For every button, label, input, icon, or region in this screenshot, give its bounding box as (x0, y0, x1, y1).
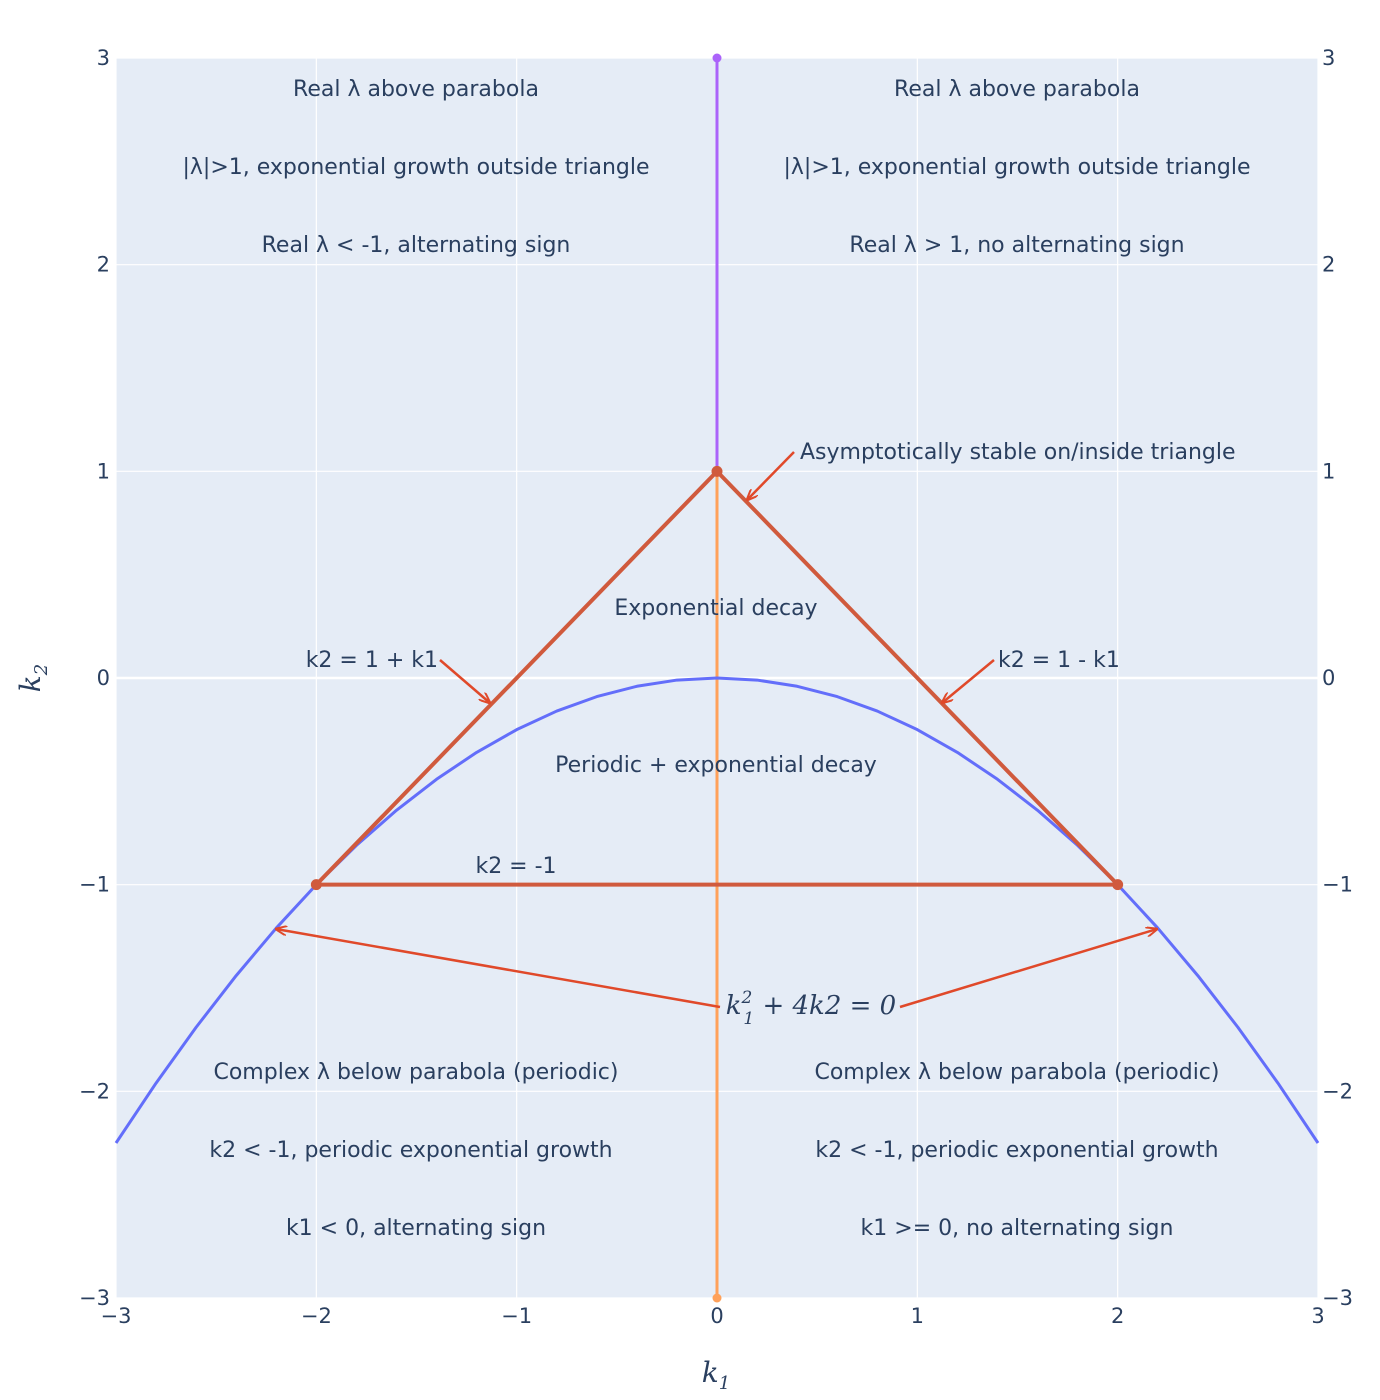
y-tick-label-right: −1 (1322, 873, 1353, 897)
annotation-left-line: k2 = 1 + k1 (306, 648, 438, 673)
annotation-bottom-right-1: Complex λ below parabola (periodic) (814, 1060, 1219, 1085)
y-tick-label: −3 (79, 1286, 110, 1310)
annotation-bottom-left-1: Complex λ below parabola (periodic) (213, 1060, 618, 1085)
triangle-vertex-marker (711, 465, 723, 477)
x-tick-label: 0 (710, 1304, 723, 1328)
y-tick-label: 2 (97, 253, 110, 277)
x-tick-label: −2 (301, 1304, 332, 1328)
x-tick-label: −3 (101, 1304, 132, 1328)
arrow-right-line (942, 659, 995, 703)
annotation-bottom-left-2: k2 < -1, periodic exponential growth (209, 1138, 612, 1163)
y-tick-label: 1 (97, 459, 110, 483)
annotation-top-right-1: Real λ above parabola (894, 77, 1140, 102)
arrow-left-line (439, 659, 490, 703)
y-tick-label: −1 (79, 873, 110, 897)
eq-sub: 1 (743, 1009, 754, 1029)
annotation-bottom-right-3: k1 >= 0, no alternating sign (861, 1216, 1174, 1241)
annotation-bottom-line: k2 = -1 (475, 854, 556, 879)
annotation-top-right-2: |λ|>1, exponential growth outside triang… (783, 155, 1250, 180)
y-axis-title: k2 (14, 664, 52, 692)
annotation-right-line: k2 = 1 - k1 (998, 648, 1120, 673)
lower-line-end-marker (712, 1293, 722, 1303)
series-layer (114, 53, 1320, 1303)
x-tick-label: 1 (911, 1304, 924, 1328)
arrow-parabola-left (276, 929, 721, 1009)
eq-k: k (726, 991, 742, 1021)
annotation-bottom-left-3: k1 < 0, alternating sign (286, 1216, 546, 1241)
arrow-stable (747, 451, 795, 500)
eq-rest: + 4k2 = 0 (754, 991, 896, 1021)
x-tick-label: 3 (1311, 1304, 1324, 1328)
y-tick-label-right: −3 (1322, 1286, 1353, 1310)
y-tick-label-right: 0 (1322, 666, 1335, 690)
triangle-vertex-marker (1112, 879, 1124, 891)
annotation-top-right-3: Real λ > 1, no alternating sign (849, 233, 1184, 258)
y-axis-title-sub: 2 (31, 664, 52, 676)
annotations: Real λ above parabola |λ|>1, exponential… (182, 77, 1250, 1241)
x-tick-label: −1 (501, 1304, 532, 1328)
series-triangle (314, 469, 1120, 887)
x-axis-title-sub: 1 (719, 1373, 730, 1394)
annotation-stable: Asymptotically stable on/inside triangle (800, 440, 1236, 465)
x-tick-label: 2 (1111, 1304, 1124, 1328)
y-tick-label-right: 3 (1322, 46, 1335, 70)
x-axis-title: k1 (702, 1356, 730, 1394)
annotation-bottom-right-2: k2 < -1, periodic exponential growth (815, 1138, 1218, 1163)
upper-line-end-marker (712, 53, 722, 63)
y-tick-label: −2 (79, 1079, 110, 1103)
y-tick-label: 0 (97, 666, 110, 690)
arrow-layer (276, 451, 1157, 1009)
annotation-exponential-decay: Exponential decay (614, 596, 817, 621)
annotation-parabola-equation: k2 1 + 4k2 = 0 (726, 988, 896, 1029)
y-axis-title-base: k (14, 675, 47, 692)
triangle-vertex-marker (310, 879, 322, 891)
annotation-top-left-1: Real λ above parabola (293, 77, 539, 102)
y-tick-label-right: 1 (1322, 459, 1335, 483)
annotation-top-left-3: Real λ < -1, alternating sign (262, 233, 571, 258)
annotation-periodic-decay: Periodic + exponential decay (555, 753, 877, 778)
y-tick-label: 3 (97, 46, 110, 70)
arrow-parabola-right (899, 929, 1157, 1009)
y-tick-label-right: 2 (1322, 253, 1335, 277)
tick-labels: −3 −2 −1 0 1 2 3−3 −3−2 −2−1 −10 01 12 23 3 (79, 46, 1353, 1328)
eq-sup: 2 (741, 988, 753, 1008)
annotation-top-left-2: |λ|>1, exponential growth outside triang… (182, 155, 649, 180)
x-axis-title-base: k (702, 1356, 719, 1389)
y-tick-label-right: −2 (1322, 1079, 1353, 1103)
